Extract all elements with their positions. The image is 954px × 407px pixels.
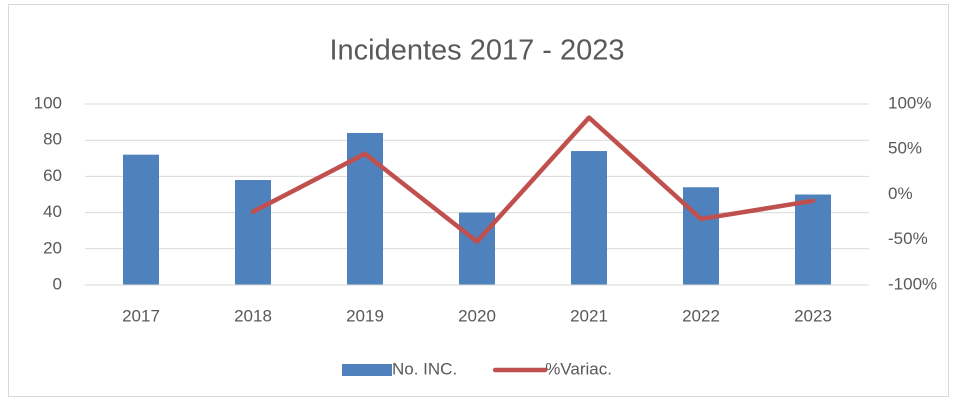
legend-label: %Variac. — [545, 359, 612, 378]
y2-tick-label: 0% — [888, 184, 913, 203]
x-tick-label: 2021 — [570, 306, 608, 325]
x-tick-label: 2022 — [682, 306, 720, 325]
y-tick-label: 0 — [53, 274, 62, 293]
line — [250, 115, 816, 244]
y-tick-label: 40 — [43, 202, 62, 221]
legend-swatch — [342, 364, 392, 376]
x-tick-label: 2023 — [794, 306, 832, 325]
x-tick-label: 2019 — [346, 306, 384, 325]
y-tick-label: 80 — [43, 130, 62, 149]
x-tick-label: 2020 — [458, 306, 496, 325]
y2-tick-label: 100% — [888, 93, 931, 112]
y-tick-label: 60 — [43, 166, 62, 185]
bar — [459, 212, 495, 285]
bar — [683, 187, 719, 285]
y-tick-label: 100 — [34, 93, 62, 112]
y2-tick-label: -100% — [888, 274, 937, 293]
bar — [571, 151, 607, 285]
bar — [123, 154, 159, 285]
chart-title: Incidentes 2017 - 2023 — [329, 35, 624, 67]
bar — [795, 194, 831, 285]
y2-tick-label: 50% — [888, 139, 922, 158]
bar — [235, 180, 271, 285]
y2-tick-label: -50% — [888, 229, 928, 248]
x-tick-label: 2017 — [122, 306, 160, 325]
y-tick-label: 20 — [43, 238, 62, 257]
legend-label: No. INC. — [392, 359, 457, 378]
chart-border — [8, 4, 949, 397]
x-tick-label: 2018 — [234, 306, 272, 325]
